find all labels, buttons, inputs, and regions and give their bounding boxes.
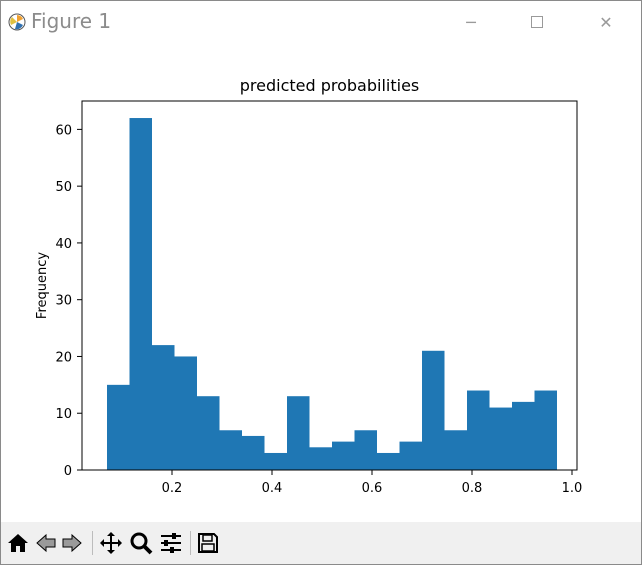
zoom-button[interactable]	[128, 530, 154, 556]
y-tick-label: 10	[55, 407, 72, 422]
pan-icon	[100, 532, 122, 554]
window-title: Figure 1	[31, 9, 112, 33]
axes-frame	[81, 100, 578, 471]
histogram-bar	[219, 430, 242, 470]
matplotlib-icon	[8, 13, 26, 31]
minimize-button[interactable]: ─	[456, 9, 486, 35]
save-button[interactable]	[195, 530, 221, 556]
y-axis: 0 10 20 30 40 50 60	[55, 123, 82, 479]
y-tick-label: 60	[55, 123, 72, 138]
y-axis-label: Frequency	[35, 252, 50, 319]
toolbar-separator	[92, 531, 93, 555]
histogram-bar	[534, 390, 557, 470]
close-icon: ✕	[599, 12, 613, 32]
histogram-bar	[309, 447, 332, 470]
histogram-bar	[197, 396, 220, 470]
histogram-bar	[242, 435, 265, 470]
configure-subplots-icon	[161, 533, 181, 553]
histogram-bar	[422, 350, 445, 470]
histogram-bar	[332, 441, 355, 470]
maximize-icon	[531, 16, 543, 28]
y-tick-label: 20	[55, 350, 72, 365]
x-tick-label: 0.2	[162, 481, 183, 496]
back-button[interactable]	[33, 530, 59, 556]
maximize-button[interactable]	[522, 9, 552, 35]
title-bar[interactable]: Figure 1 ─ ✕	[1, 1, 641, 45]
y-tick-label: 30	[55, 294, 72, 309]
histogram-bar	[399, 441, 422, 470]
toolbar-separator	[190, 531, 191, 555]
x-tick-label: 0.4	[262, 481, 283, 496]
x-tick-label: 1.0	[562, 481, 583, 496]
histogram-bar	[264, 452, 287, 470]
x-axis: 0.2 0.4 0.6 0.8 1.0	[162, 470, 583, 496]
zoom-icon	[130, 532, 153, 555]
histogram-bar	[129, 118, 152, 471]
save-icon	[198, 533, 218, 553]
pan-button[interactable]	[98, 530, 124, 556]
minimize-icon: ─	[466, 12, 476, 32]
navigation-toolbar	[1, 522, 641, 564]
home-icon	[8, 534, 28, 552]
bars	[107, 118, 557, 471]
histogram-bar	[354, 430, 377, 470]
histogram-bar	[467, 390, 490, 470]
home-button[interactable]	[5, 530, 31, 556]
y-tick-label: 40	[55, 237, 72, 252]
forward-icon	[62, 533, 82, 553]
histogram-bar	[174, 356, 197, 470]
x-tick-label: 0.6	[362, 481, 383, 496]
histogram-bar	[444, 430, 467, 470]
histogram-bar	[377, 452, 400, 470]
histogram-bar	[489, 407, 512, 470]
histogram-bar	[287, 396, 310, 470]
y-tick-label: 0	[64, 464, 72, 479]
x-tick-label: 0.8	[462, 481, 483, 496]
y-tick-label: 50	[55, 180, 72, 195]
histogram-bar	[512, 401, 535, 470]
close-button[interactable]: ✕	[591, 9, 621, 35]
back-icon	[36, 533, 56, 553]
chart-title: predicted probabilities	[240, 76, 420, 95]
forward-button[interactable]	[59, 530, 85, 556]
histogram-bar	[152, 345, 175, 470]
histogram-bar	[107, 384, 130, 470]
figure-canvas: 0.2 0.4 0.6 0.8 1.0 0 10 20 30 40 50 60 predicted …	[1, 45, 641, 521]
histogram-chart: 0.2 0.4 0.6 0.8 1.0 0 10 20 30 40 50 60 predicted …	[35, 76, 583, 496]
configure-subplots-button[interactable]	[158, 530, 184, 556]
